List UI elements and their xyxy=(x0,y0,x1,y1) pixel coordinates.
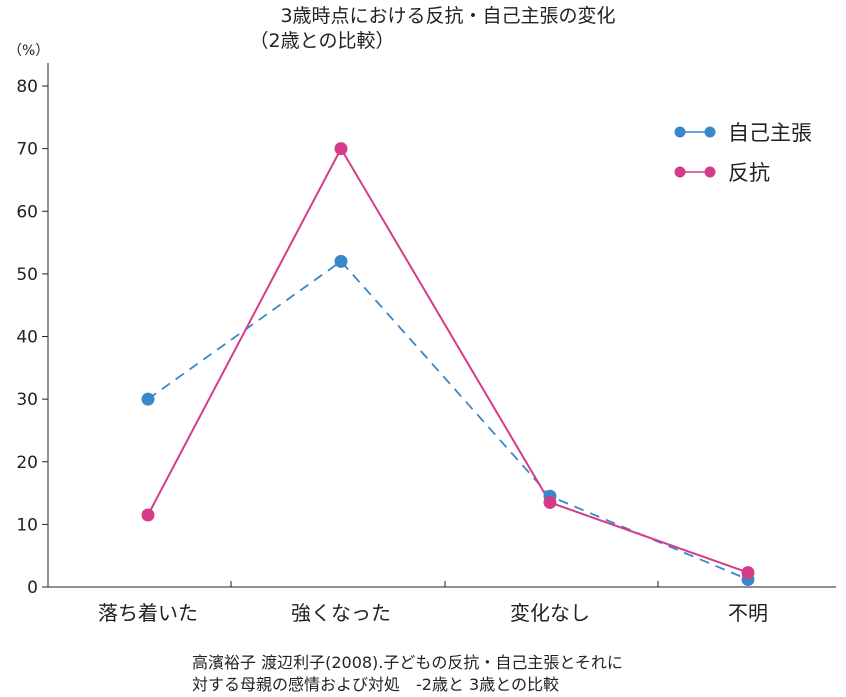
series-2-point xyxy=(141,508,155,522)
legend-marker xyxy=(704,126,716,138)
legend-marker xyxy=(704,166,716,178)
series-layer xyxy=(141,142,755,586)
series-2-point xyxy=(543,495,557,509)
series-1-point xyxy=(141,392,155,406)
y-tick-label: 70 xyxy=(16,140,38,160)
y-axis-unit-label: （%） xyxy=(8,43,49,59)
y-tick-label: 80 xyxy=(16,77,38,97)
x-category-label: 強くなった xyxy=(291,601,391,625)
legend-marker xyxy=(674,126,686,138)
y-axis-ticks: 0 10 20 30 40 50 60 70 80 xyxy=(16,77,48,598)
source-line-1: 高濱裕子 渡辺利子(2008).子どもの反抗・自己主張とそれに xyxy=(192,653,623,672)
y-tick-label: 60 xyxy=(16,202,38,222)
series-2-point xyxy=(334,142,348,156)
legend-label: 自己主張 xyxy=(728,121,812,145)
x-category-label: 変化なし xyxy=(510,601,590,625)
chart-title-line-1: 3歳時点における反抗・自己主張の変化 xyxy=(280,5,615,27)
series-line-2 xyxy=(147,146,749,574)
series-line-1 xyxy=(147,260,749,581)
chart-title: 3歳時点における反抗・自己主張の変化 （2歳との比較） xyxy=(250,5,616,52)
source-line-2: 対する母親の感情および対処 -2歳と 3歳との比較 xyxy=(192,675,559,694)
y-tick-label: 20 xyxy=(16,453,38,473)
x-category-label: 落ち着いた xyxy=(98,601,198,625)
y-tick-label: 0 xyxy=(27,578,38,598)
source-citation: 高濱裕子 渡辺利子(2008).子どもの反抗・自己主張とそれに 対する母親の感情… xyxy=(192,653,623,694)
legend-label: 反抗 xyxy=(728,161,770,185)
y-tick-label: 30 xyxy=(16,390,38,410)
x-axis-ticks xyxy=(230,581,659,587)
y-tick-label: 40 xyxy=(16,328,38,348)
x-category-label: 不明 xyxy=(728,601,768,625)
legend-marker xyxy=(674,166,686,178)
series-2-point xyxy=(741,566,755,580)
y-tick-label: 10 xyxy=(16,515,38,535)
y-tick-label: 50 xyxy=(16,265,38,285)
chart-title-line-2: （2歳との比較） xyxy=(250,30,395,52)
series-1-point xyxy=(334,254,348,268)
x-axis-category-labels: 落ち着いた 強くなった 変化なし 不明 xyxy=(98,601,768,625)
